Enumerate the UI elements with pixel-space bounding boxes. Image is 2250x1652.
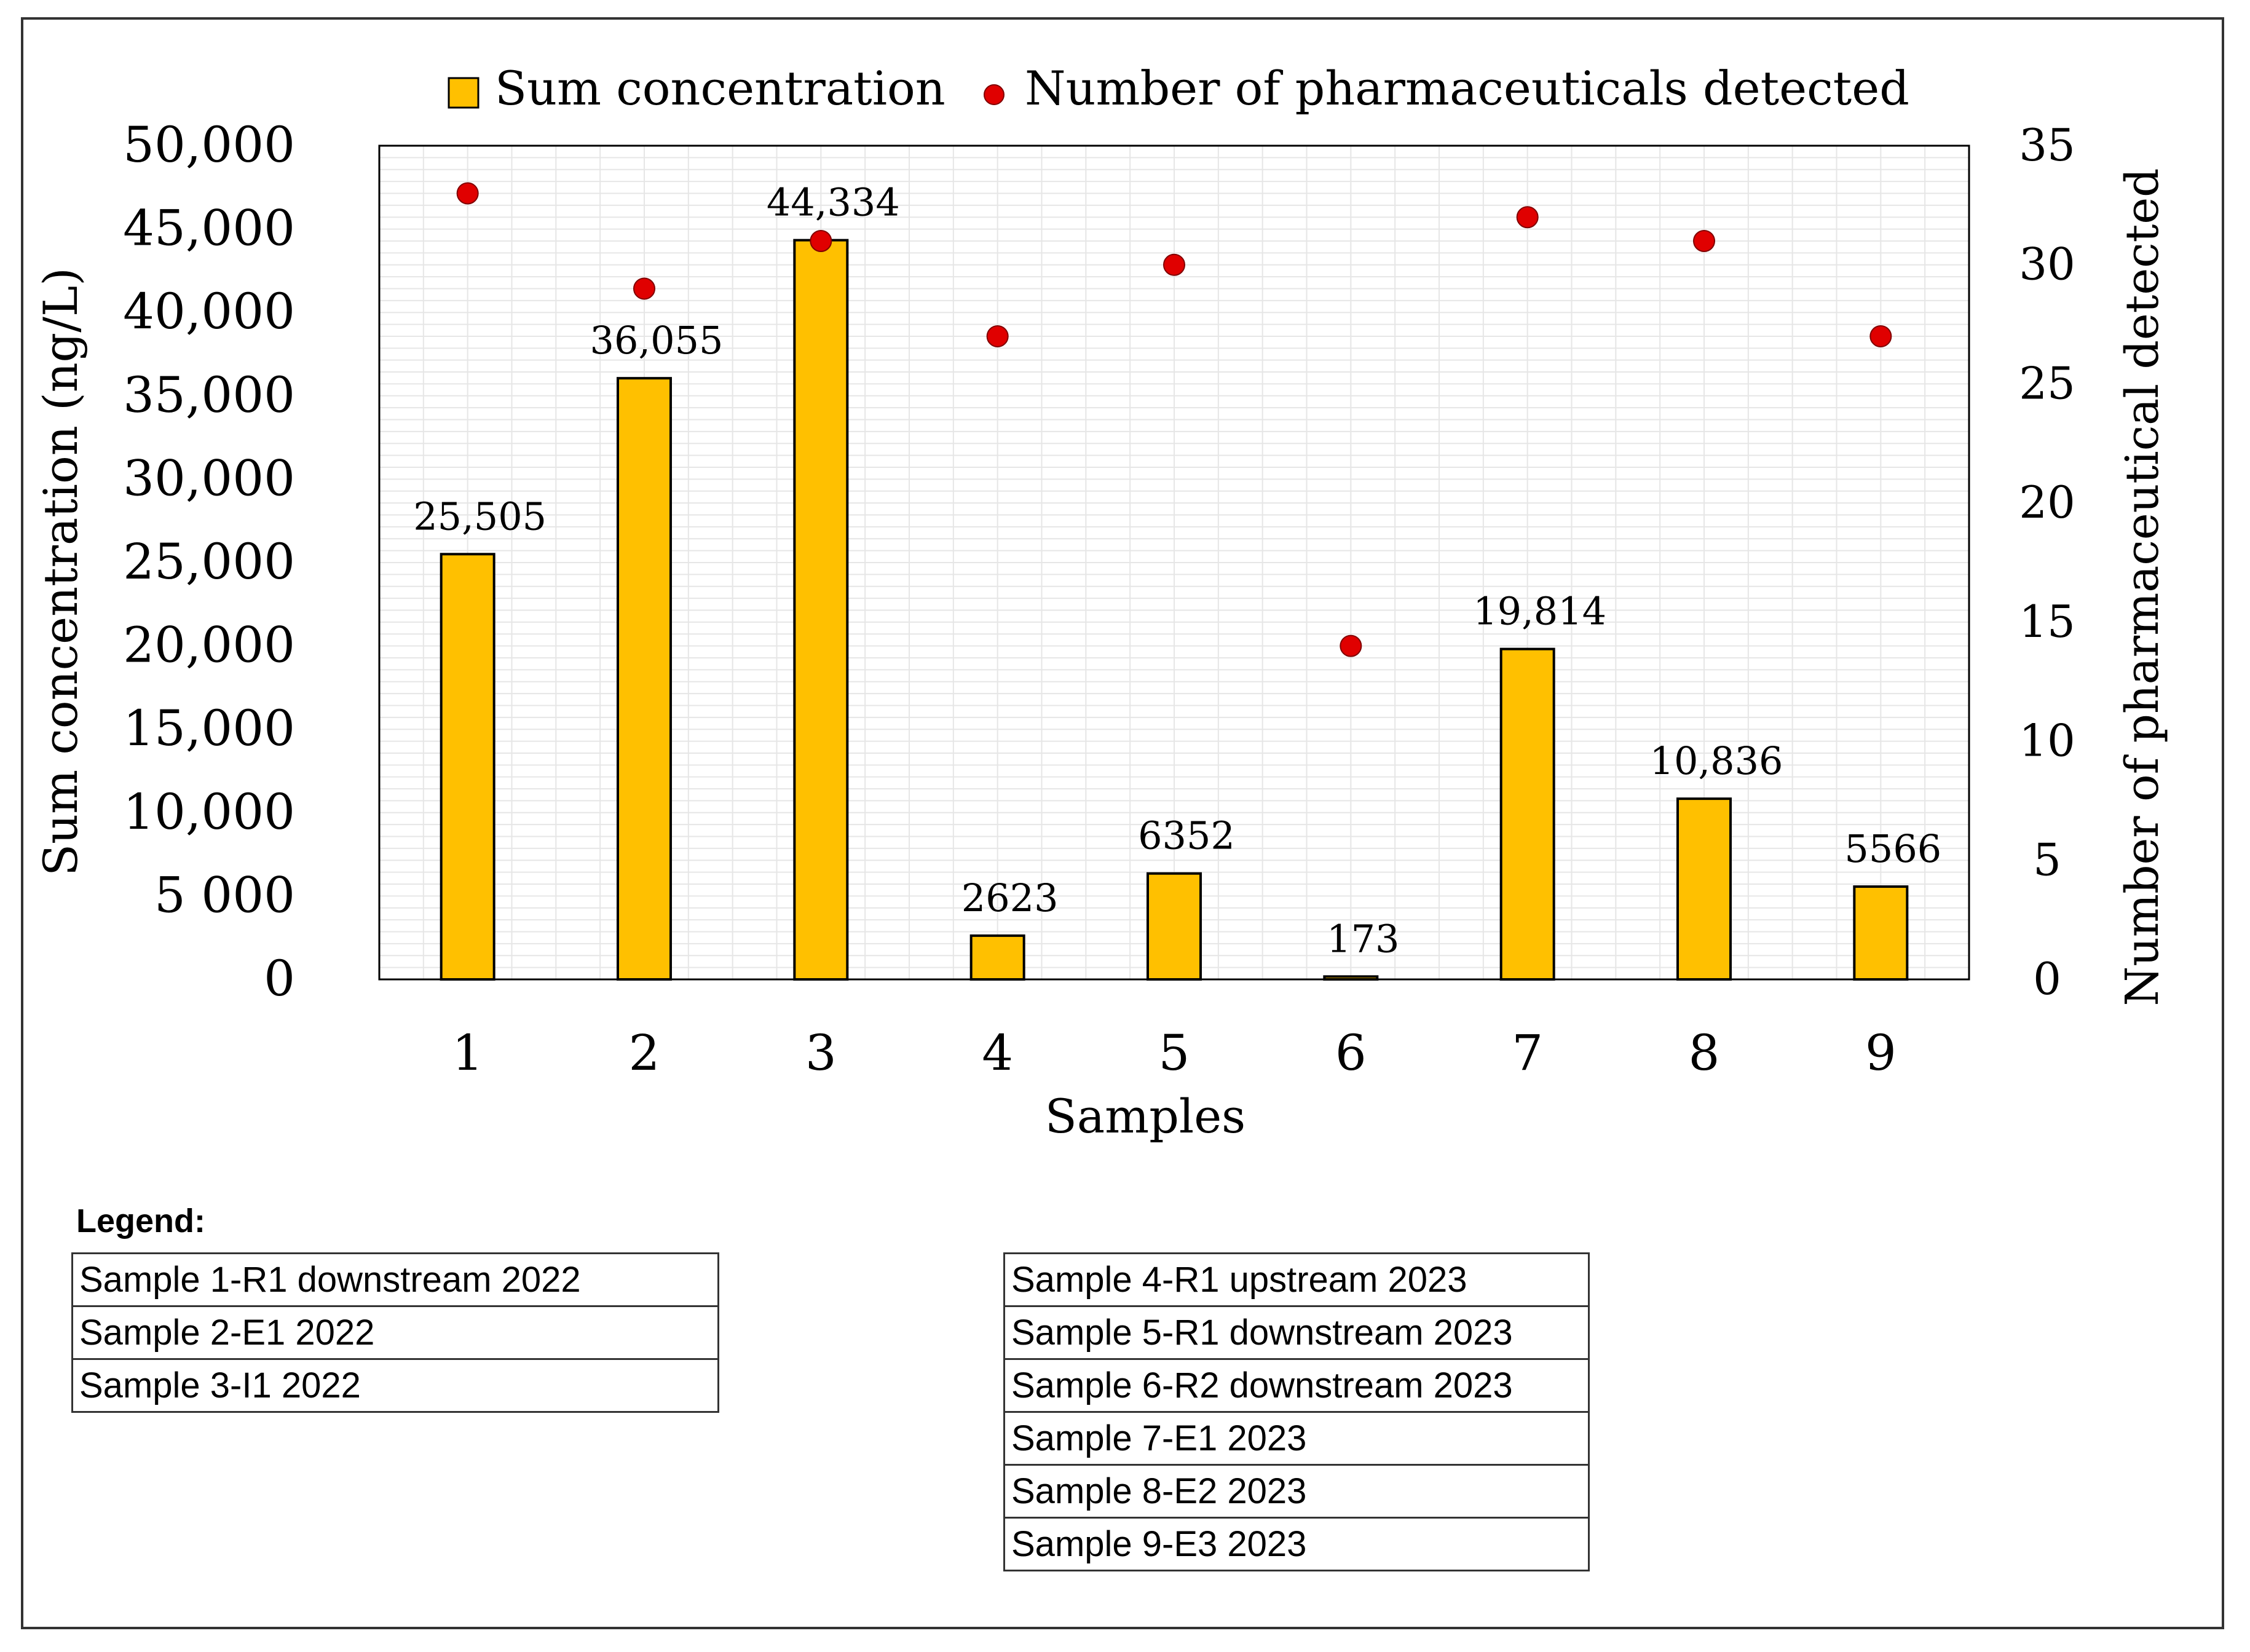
bar-label-4: 2623 [961,875,1059,920]
bars [440,239,1909,981]
bar-label-3: 44,334 [767,180,900,225]
legend-row: Sample 4-R1 upstream 2023 [1003,1252,1590,1307]
legend-row: Sample 9-E3 2023 [1003,1517,1590,1571]
legend-cell: Sample 1-R1 downstream 2022 [71,1252,719,1307]
x-tick-label: 1 [452,1024,483,1081]
bar-4 [969,934,1025,981]
y2-tick-label: 30 [2019,239,2075,290]
y2-tick-label: 0 [2033,953,2061,1005]
y2-tick-label: 35 [2019,119,2075,171]
legend-cell: Sample 2-E1 2022 [71,1305,719,1360]
y-tick-label: 30,000 [123,449,295,507]
y2-axis-title: Number of pharmaceutical detected [2116,168,2169,1006]
legend-cell: Sample 9-E3 2023 [1003,1517,1590,1571]
y-tick-label: 25,000 [123,533,295,590]
marker-9 [1869,325,1892,347]
marker-1 [456,182,479,205]
y2-tick-label: 5 [2033,834,2061,885]
legend-table-right: Sample 4-R1 upstream 2023 Sample 5-R1 do… [1003,1252,1590,1571]
y2-axis-ticks: 0 5 10 15 20 25 30 35 [2019,119,2075,1005]
legend-row: Sample 6-R2 downstream 2023 [1003,1358,1590,1413]
y-axis-ticks: 0 5 000 10,000 15,000 20,000 25,000 30,000 35,0… [123,116,295,1007]
chart-legend: Sum concentration Number of pharmaceutic… [448,61,1909,116]
bar-6 [1323,975,1379,981]
legend-cell: Sample 5-R1 downstream 2023 [1003,1305,1590,1360]
bar-labels: 25,505 36,055 44,334 2623 6352 173 19,814 10,83… [413,180,1941,962]
x-tick-label: 2 [629,1024,660,1081]
y2-tick-label: 25 [2019,357,2075,409]
legend-cell: Sample 3-I1 2022 [71,1358,719,1413]
marker-8 [1693,229,1715,252]
y2-tick-label: 10 [2019,715,2075,767]
bar-1 [440,553,495,981]
legend-table-left: Sample 1-R1 downstream 2022 Sample 2-E1 … [71,1252,719,1413]
y-tick-label: 50,000 [123,116,295,173]
y-tick-label: 0 [264,950,295,1007]
bar-label-7: 19,814 [1473,589,1606,634]
marker-7 [1516,206,1539,229]
marker-6 [1340,634,1362,657]
bar-label-8: 10,836 [1650,738,1783,783]
markers [456,182,1892,657]
bar-8 [1676,797,1732,981]
y2-tick-label: 15 [2019,596,2075,647]
x-tick-label: 7 [1512,1024,1543,1081]
x-axis-title: Samples [1045,1089,1245,1144]
bar-7 [1499,647,1555,981]
y-axis-title: Sum concentration (ng/L) [33,267,88,876]
bar-label-6: 173 [1327,916,1399,961]
legend-marker-label: Number of pharmaceuticals detected [1025,61,1909,116]
bar-label-5: 6352 [1138,813,1235,858]
y-tick-label: 45,000 [123,200,295,257]
legend-cell: Sample 6-R2 downstream 2023 [1003,1358,1590,1413]
x-tick-label: 6 [1335,1024,1367,1081]
marker-4 [986,325,1009,347]
legend-cell: Sample 7-E1 2023 [1003,1411,1590,1466]
bar-label-9: 5566 [1844,826,1941,871]
x-axis-ticks: 1 2 3 4 5 6 7 8 9 [452,1024,1897,1081]
y-tick-label: 10,000 [123,783,295,840]
legend-cell: Sample 4-R1 upstream 2023 [1003,1252,1590,1307]
x-tick-label: 8 [1689,1024,1720,1081]
y-tick-label: 20,000 [123,617,295,674]
marker-3 [810,229,832,252]
bar-label-1: 25,505 [413,494,547,539]
y-tick-label: 35,000 [123,366,295,424]
x-tick-label: 4 [982,1024,1013,1081]
legend-row: Sample 3-I1 2022 [71,1358,719,1413]
legend-marker-swatch [984,84,1005,105]
bar-label-2: 36,055 [590,318,724,363]
legend-row: Sample 2-E1 2022 [71,1305,719,1360]
legend-row: Sample 1-R1 downstream 2022 [71,1252,719,1307]
legend-title: Legend: [76,1203,205,1239]
bar-9 [1853,885,1909,981]
y2-tick-label: 20 [2019,476,2075,528]
marker-2 [633,277,655,300]
bar-2 [617,377,672,981]
y-tick-label: 40,000 [123,283,295,340]
y-tick-label: 15,000 [123,700,295,757]
bar-3 [793,239,849,981]
x-tick-label: 5 [1159,1024,1190,1081]
x-tick-label: 3 [805,1024,837,1081]
x-tick-label: 9 [1865,1024,1897,1081]
legend-row: Sample 5-R1 downstream 2023 [1003,1305,1590,1360]
legend-bar-label: Sum concentration [495,61,945,116]
bar-5 [1147,872,1202,981]
marker-5 [1163,253,1185,276]
legend-bar-swatch [448,77,480,109]
legend-cell: Sample 8-E2 2023 [1003,1464,1590,1519]
y-tick-label: 5 000 [154,866,295,923]
legend-row: Sample 8-E2 2023 [1003,1464,1590,1519]
legend-row: Sample 7-E1 2023 [1003,1411,1590,1466]
